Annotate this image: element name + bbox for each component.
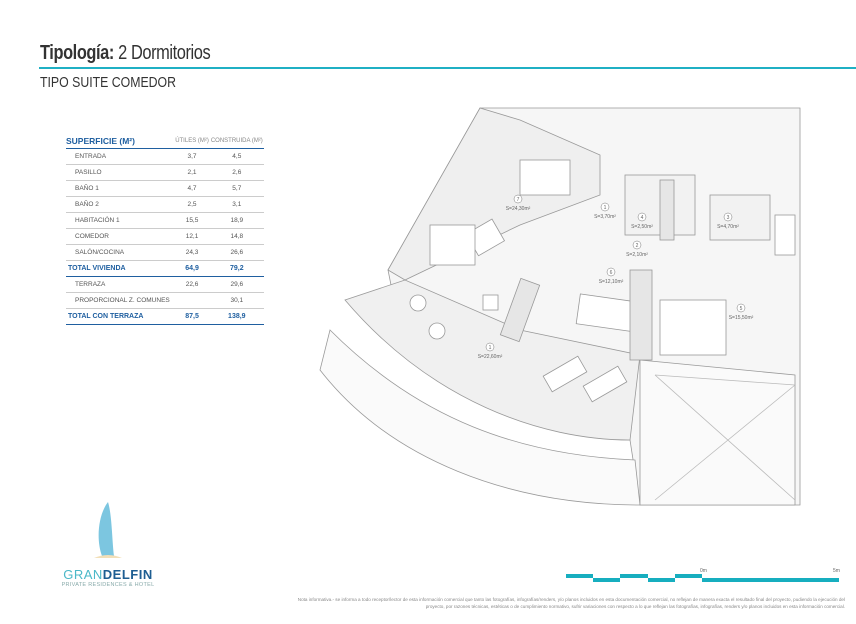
sail-logo-icon (94, 502, 122, 558)
room-number: 1 (489, 345, 492, 351)
cell-construida: 14,8 (209, 228, 264, 245)
cell-name: COMEDOR (66, 228, 175, 245)
cell-construida: 26,6 (209, 244, 264, 261)
scale-end-label: 5m (833, 568, 840, 574)
room-number: 5 (740, 306, 743, 312)
col-utiles: ÚTILES (M²) (174, 134, 210, 149)
room-number-circle (513, 194, 523, 204)
cell-utiles: 15,5 (174, 212, 210, 229)
room-number: 7 (517, 197, 520, 203)
room-area: S=4,70m² (717, 224, 739, 230)
cell-utiles: 2,1 (174, 164, 210, 181)
table-row: BAÑO 1 4,7 5,7 (66, 180, 264, 197)
brand-tagline: PRIVATE RESIDENCES & HOTEL (61, 582, 155, 588)
cell-name: TOTAL CON TERRAZA (66, 308, 175, 325)
cell-construida: 2,6 (209, 164, 264, 181)
room-number: 3 (727, 215, 730, 221)
cell-name: PROPORCIONAL Z. COMUNES (66, 292, 175, 309)
logo: GRANDELFIN PRIVATE RESIDENCES & HOTEL (58, 500, 158, 588)
room-label: 2 S=2,10m² (626, 240, 648, 258)
room-number-circle (723, 212, 733, 222)
room-area: S=2,10m² (626, 252, 648, 258)
cell-utiles: 3,7 (174, 148, 210, 165)
table-heading: SUPERFICIE (M²) (66, 134, 175, 149)
room-number-circle (485, 342, 495, 352)
room-number: 1 (604, 205, 607, 211)
disclaimer-note: Nota informativa.- se informa a todo rec… (297, 597, 845, 609)
table-row: COMEDOR 12,1 14,8 (66, 228, 264, 245)
room-label: 4 S=2,50m² (631, 212, 653, 230)
cell-name: BAÑO 2 (66, 196, 175, 213)
table-row: PROPORCIONAL Z. COMUNES 30,1 (66, 292, 264, 309)
room-number-circle (600, 202, 610, 212)
room-number-circle (606, 267, 616, 277)
page-title: Tipología: 2 Dormitorios (40, 42, 211, 64)
room-number: 6 (610, 270, 613, 276)
room-label: 1 S=22,60m² (478, 342, 503, 360)
col-construida: CONSTRUIDA (M²) (209, 134, 264, 149)
cell-name: SALÓN/COCINA (66, 244, 175, 261)
cell-name: ENTRADA (66, 148, 175, 165)
cell-utiles: 22,6 (174, 276, 210, 293)
cell-name: HABITACIÓN 1 (66, 212, 175, 229)
surface-table: SUPERFICIE (M²) ÚTILES (M²) CONSTRUIDA (… (66, 134, 264, 325)
room-area: S=2,50m² (631, 224, 653, 230)
cell-name: TERRAZA (66, 276, 175, 293)
cell-utiles: 24,3 (174, 244, 210, 261)
cell-utiles: 2,5 (174, 196, 210, 213)
cell-utiles: 64,9 (174, 260, 210, 277)
table-row: ENTRADA 3,7 4,5 (66, 148, 264, 165)
table-row: TOTAL VIVIENDA 64,9 79,2 (66, 260, 264, 277)
cell-construida: 4,5 (209, 148, 264, 165)
room-area: S=24,30m² (506, 206, 531, 212)
page-subtitle: TIPO SUITE COMEDOR (40, 74, 176, 91)
room-number: 2 (636, 243, 639, 249)
room-number: 4 (641, 215, 644, 221)
cell-construida: 30,1 (209, 292, 264, 309)
room-area: S=3,70m² (594, 214, 616, 220)
brand-name: GRANDELFIN (63, 567, 153, 582)
cell-construida: 3,1 (209, 196, 264, 213)
room-number-circle (632, 240, 642, 250)
table-row: SALÓN/COCINA 24,3 26,6 (66, 244, 264, 261)
room-number-circle (637, 212, 647, 222)
cell-construida: 138,9 (209, 308, 264, 325)
room-number-circle (736, 303, 746, 313)
room-area: S=15,50m² (729, 315, 754, 321)
table-row: BAÑO 2 2,5 3,1 (66, 196, 264, 213)
cell-utiles: 12,1 (174, 228, 210, 245)
cell-construida: 29,6 (209, 276, 264, 293)
room-label: 5 S=15,50m² (729, 303, 754, 321)
scale-bar: 0m 5m (566, 568, 840, 582)
table-row: TERRAZA 22,6 29,6 (66, 276, 264, 293)
cell-construida: 18,9 (209, 212, 264, 229)
room-label: 6 S=12,10m² (599, 267, 624, 285)
table-row: HABITACIÓN 1 15,5 18,9 (66, 212, 264, 229)
cell-utiles: 4,7 (174, 180, 210, 197)
room-area: S=22,60m² (478, 354, 503, 360)
room-label: 7 S=24,30m² (506, 194, 531, 212)
cell-utiles (174, 292, 210, 309)
room-label: 3 S=4,70m² (717, 212, 739, 230)
cell-construida: 5,7 (209, 180, 264, 197)
cell-name: PASILLO (66, 164, 175, 181)
room-label: 1 S=3,70m² (594, 202, 616, 220)
cell-name: TOTAL VIVIENDA (66, 260, 175, 277)
title-divider (39, 67, 856, 69)
cell-name: BAÑO 1 (66, 180, 175, 197)
cell-construida: 79,2 (209, 260, 264, 277)
scale-start-label: 0m (700, 568, 707, 574)
room-area: S=12,10m² (599, 279, 624, 285)
table-row: PASILLO 2,1 2,6 (66, 164, 264, 181)
table-row: TOTAL CON TERRAZA 87,5 138,9 (66, 308, 264, 325)
cell-utiles: 87,5 (174, 308, 210, 325)
